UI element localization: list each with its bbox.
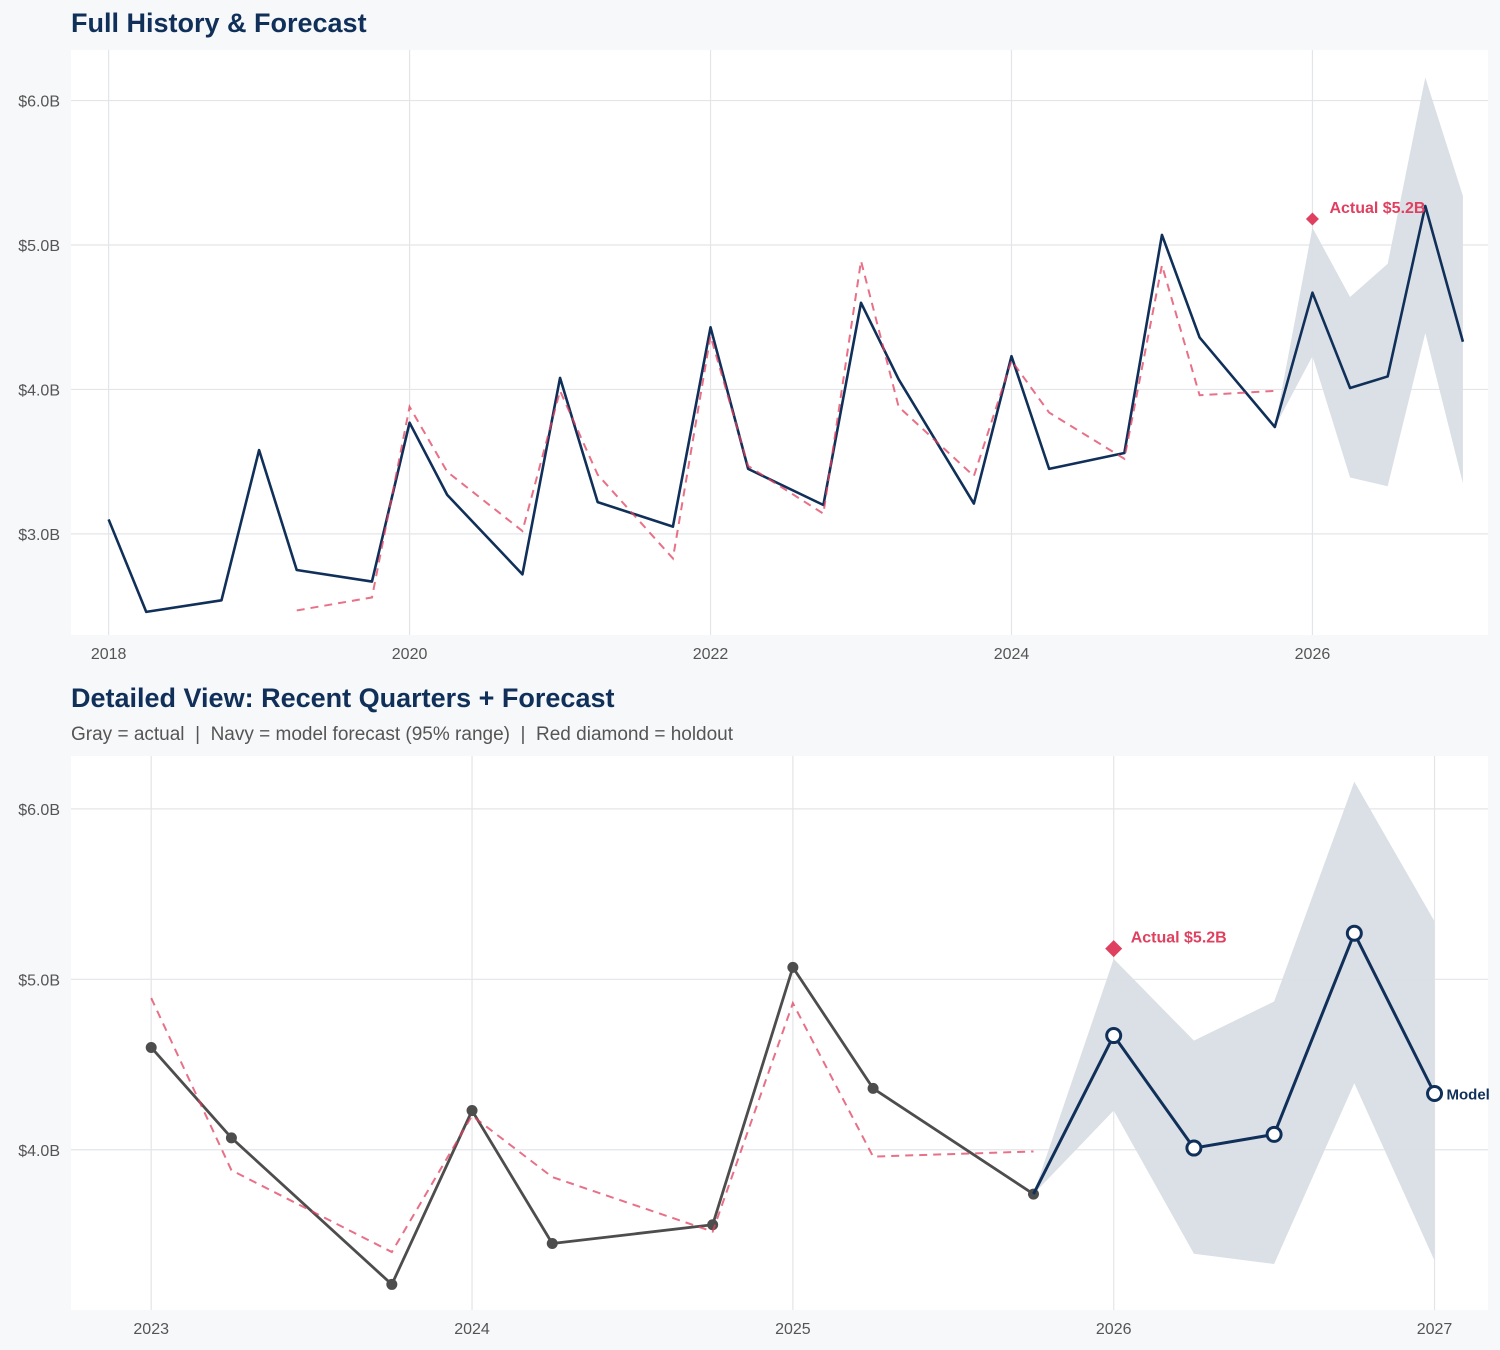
forecast-point xyxy=(1265,1125,1283,1143)
history-forecast-line xyxy=(107,204,1465,614)
holdout-annotation: Actual $5.2B xyxy=(1131,930,1227,947)
model-fit-dashed-line xyxy=(296,260,1275,612)
actual-point xyxy=(145,1041,157,1053)
y-tick-label: $5.0B xyxy=(18,972,60,989)
actual-point xyxy=(466,1105,478,1117)
holdout-diamond xyxy=(1305,212,1319,226)
x-tick-label: 2020 xyxy=(392,646,428,663)
holdout-annotation: Actual $5.2B xyxy=(1329,200,1425,217)
plot-background xyxy=(71,50,1488,635)
forecast-point xyxy=(1185,1139,1203,1157)
model-forecast-line xyxy=(1032,931,1436,1195)
y-tick-label: $6.0B xyxy=(18,802,60,819)
top-panel-title: Full History & Forecast xyxy=(71,8,367,38)
y-tick-label: $3.0B xyxy=(18,527,60,544)
x-tick-label: 2022 xyxy=(693,646,729,663)
y-tick-label: $4.0B xyxy=(18,1143,60,1160)
actual-point xyxy=(707,1219,719,1231)
actual-point xyxy=(386,1278,398,1290)
forecast-band-95 xyxy=(1274,77,1463,487)
y-tick-label: $4.0B xyxy=(18,382,60,399)
actual-point xyxy=(787,961,799,973)
actual-point xyxy=(225,1132,237,1144)
forecast-point xyxy=(1105,1027,1123,1045)
x-tick-label: 2026 xyxy=(1096,1321,1132,1338)
forecast-point xyxy=(1426,1085,1444,1103)
x-tick-label: 2018 xyxy=(91,646,127,663)
model-series-label: Model xyxy=(1447,1087,1490,1104)
bottom-panel-subtitle: Gray = actual | Navy = model forecast (9… xyxy=(71,724,734,745)
forecast-point xyxy=(1345,924,1363,942)
forecast-band-95 xyxy=(1033,781,1435,1264)
actual-point xyxy=(867,1082,879,1094)
y-tick-label: $6.0B xyxy=(18,94,60,111)
x-tick-label: 2027 xyxy=(1417,1321,1453,1338)
x-tick-label: 2025 xyxy=(775,1321,811,1338)
x-tick-label: 2024 xyxy=(454,1321,490,1338)
bottom-panel-title: Detailed View: Recent Quarters + Forecas… xyxy=(71,683,614,713)
holdout-diamond xyxy=(1105,940,1123,958)
bottom-chart: $4.0B $5.0B $6.0B 2023 2024 2025 2026 2027 Model… xyxy=(18,756,1490,1338)
x-tick-label: 2023 xyxy=(133,1321,169,1338)
x-tick-label: 2026 xyxy=(1295,646,1331,663)
y-tick-label: $5.0B xyxy=(18,238,60,255)
x-tick-label: 2024 xyxy=(994,646,1030,663)
top-chart: $3.0B $4.0B $5.0B $6.0B 2018 2020 2022 2024 2026… xyxy=(18,50,1488,663)
actual-point xyxy=(546,1238,558,1250)
